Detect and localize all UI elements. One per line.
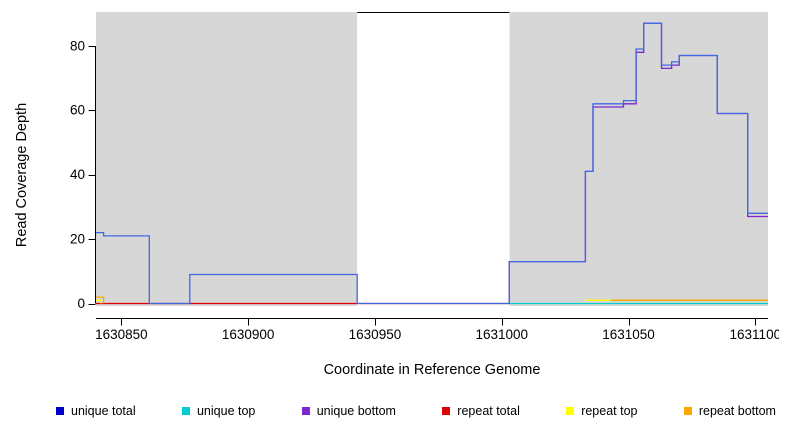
legend-label: repeat bottom [698, 404, 776, 418]
coverage-chart: 1630850 1630900 1630950 1631000 1631050 16311… [14, 12, 792, 378]
x-tick-label: 1630850 [95, 327, 148, 342]
legend-item-repeat-total: repeat total [442, 404, 520, 418]
x-tick-label: 1631100 [730, 327, 782, 342]
y-axis-title: Read Coverage Depth [14, 103, 30, 247]
x-tick-label: 1630900 [222, 327, 275, 342]
legend-swatch-unique-total [56, 407, 64, 415]
legend-label: unique total [71, 404, 136, 418]
chart-legend: unique total unique top unique bottom repea… [0, 397, 792, 432]
x-tick-label: 1631050 [602, 327, 655, 342]
shaded-region [509, 12, 768, 306]
series-repeat-bottom [96, 296, 105, 304]
x-tick-label: 1630950 [349, 327, 402, 342]
legend-label: repeat total [457, 404, 520, 418]
legend-label: unique top [196, 404, 256, 418]
x-tick-label: 1631000 [475, 327, 528, 342]
legend-swatch-repeat-top [566, 407, 575, 415]
legend-item-repeat-bottom: repeat bottom [683, 404, 776, 418]
y-tick-label: 60 [70, 103, 85, 118]
legend-item-unique-top: unique top [181, 404, 256, 418]
shaded-region [96, 12, 358, 306]
legend-label: repeat top [581, 404, 638, 418]
y-tick-label: 80 [70, 38, 85, 53]
legend-swatch-repeat-total [442, 407, 451, 415]
legend-label: unique bottom [316, 404, 396, 418]
legend-item-repeat-top: repeat top [566, 404, 637, 418]
series-repeat-top [96, 299, 102, 304]
y-tick-label: 40 [70, 167, 85, 182]
legend-swatch-unique-top [181, 407, 190, 415]
x-axis-title: Coordinate in Reference Genome [324, 362, 541, 378]
series-unique-total [96, 22, 768, 305]
y-tick-label: 0 [77, 296, 85, 311]
plot-area: 1630850 1630900 1630950 1631000 1631050 16311… [70, 12, 792, 344]
legend-item-unique-total: unique total [56, 404, 136, 418]
y-tick-label: 20 [70, 232, 85, 247]
legend-swatch-repeat-bottom [683, 407, 692, 415]
right-edge-clip [779, 324, 792, 344]
legend-item-unique-bottom: unique bottom [301, 404, 396, 418]
legend-swatch-unique-bottom [301, 407, 310, 415]
